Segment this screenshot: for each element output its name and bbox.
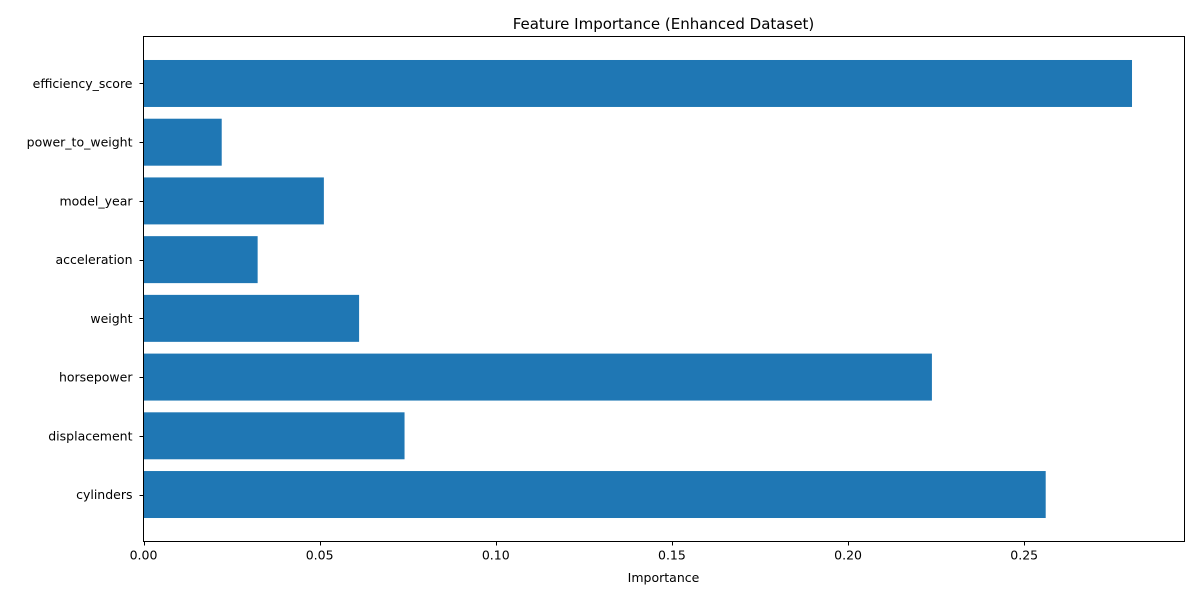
y-tick-label: weight: [90, 311, 132, 326]
x-tick-label: 0.00: [130, 548, 158, 563]
bar-cylinders: [143, 471, 1046, 519]
plot-frame: [143, 36, 1185, 542]
bar-efficiency_score: [143, 59, 1133, 107]
x-axis-label: Importance: [628, 570, 700, 585]
y-tick-label: cylinders: [76, 487, 132, 502]
x-tick-label: 0.05: [306, 548, 334, 563]
y-tick-label: displacement: [48, 428, 132, 443]
y-tick-label: model_year: [59, 193, 133, 208]
y-axis-ticks: cylinders displacement horsepower weight acc…: [27, 76, 144, 502]
bar-weight: [143, 294, 360, 342]
bar-horsepower: [143, 353, 932, 401]
x-tick-label: 0.10: [482, 548, 510, 563]
x-tick-label: 0.25: [1010, 548, 1038, 563]
bar-acceleration: [143, 236, 258, 284]
bar-model_year: [143, 177, 324, 225]
y-tick-label: horsepower: [59, 370, 133, 385]
chart-title: Feature Importance (Enhanced Dataset): [513, 15, 815, 33]
y-tick-label: acceleration: [55, 252, 132, 267]
bars-group: [143, 59, 1133, 519]
y-tick-label: power_to_weight: [27, 135, 133, 150]
x-axis-ticks: 0.00 0.05 0.10 0.15 0.20 0.25: [130, 541, 1038, 563]
x-tick-label: 0.20: [834, 548, 862, 563]
bar-displacement: [143, 412, 405, 460]
x-tick-label: 0.15: [658, 548, 686, 563]
y-tick-label: efficiency_score: [33, 76, 133, 91]
bar-power_to_weight: [143, 118, 222, 166]
